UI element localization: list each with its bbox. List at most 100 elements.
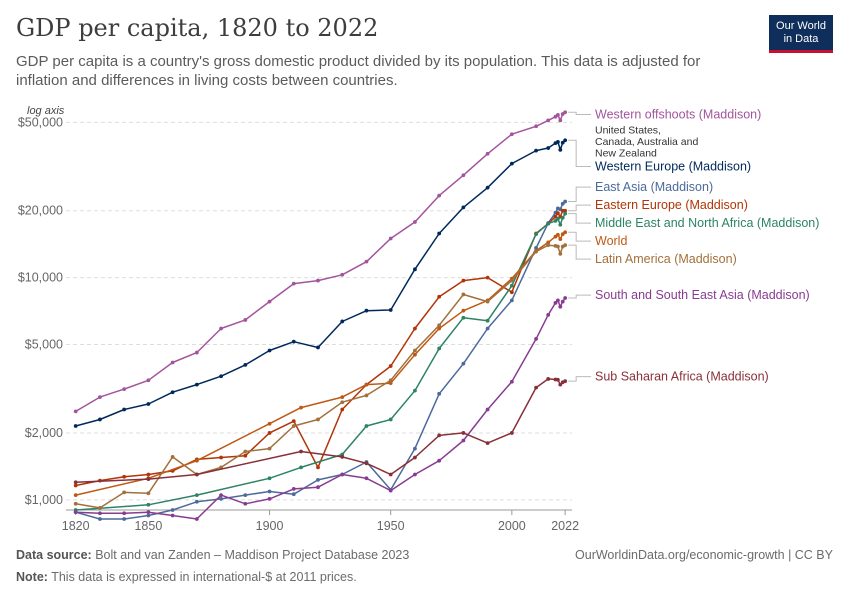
data-point (291, 486, 296, 491)
data-point (340, 319, 345, 324)
data-point (146, 402, 151, 406)
data-point (194, 472, 199, 477)
data-point (122, 407, 127, 412)
data-point (534, 336, 538, 341)
series-label[interactable]: Middle East and North Africa (Maddison) (595, 216, 819, 230)
data-point (219, 493, 223, 498)
data-point (73, 480, 78, 485)
chart-note: Note: This data is expressed in internat… (16, 570, 357, 584)
data-point (243, 501, 248, 506)
series-line (75, 213, 566, 511)
data-point (219, 374, 223, 379)
data-point (388, 488, 393, 493)
series-line (75, 297, 566, 520)
series-line (75, 111, 566, 413)
data-point (73, 493, 78, 498)
source-label: Data source: (16, 548, 92, 562)
series-label[interactable]: Eastern Europe (Maddison) (595, 198, 748, 212)
data-point (555, 232, 560, 237)
data-point (534, 232, 538, 237)
data-point (267, 299, 272, 304)
data-point (558, 118, 563, 123)
data-point (509, 379, 514, 384)
label-connector (568, 294, 591, 299)
data-point (194, 382, 199, 387)
series-label[interactable]: Western Europe (Maddison) (595, 160, 751, 174)
data-point (388, 308, 393, 312)
data-point (413, 326, 417, 331)
data-point (485, 299, 490, 304)
x-tick-label: 1850 (134, 519, 162, 533)
y-tick-label: $2,000 (25, 426, 63, 440)
data-point (560, 201, 565, 206)
data-point (563, 243, 568, 248)
data-point (509, 290, 514, 295)
series-label[interactable]: South and South East Asia (Maddison) (595, 288, 810, 302)
data-point (291, 419, 296, 424)
series-line (75, 231, 566, 496)
data-point (219, 496, 223, 501)
note-text: This data is expressed in international-… (51, 570, 357, 584)
data-point (299, 465, 303, 470)
data-point (388, 364, 393, 368)
data-point (299, 449, 303, 454)
data-point (563, 379, 568, 384)
log-axis-note: log axis (27, 105, 65, 117)
data-point (555, 211, 560, 216)
data-point (555, 244, 560, 249)
data-point (485, 318, 490, 323)
data-point (558, 251, 563, 256)
data-point (364, 382, 369, 387)
data-point (340, 407, 345, 412)
data-point (267, 431, 272, 435)
data-point (413, 446, 417, 451)
data-point (546, 243, 551, 248)
series-label[interactable]: World (595, 234, 627, 248)
x-tick-label: 2000 (498, 519, 526, 533)
data-point (509, 298, 514, 303)
data-point (413, 348, 417, 353)
data-point (413, 388, 417, 393)
series-line (75, 244, 566, 509)
data-point (413, 220, 417, 224)
data-point (267, 476, 272, 481)
data-point (437, 193, 442, 198)
series-label[interactable]: Latin America (Maddison) (595, 252, 737, 266)
source-text[interactable]: Bolt and van Zanden – Maddison Project D… (95, 548, 410, 562)
y-tick-label: $50,000 (18, 115, 63, 129)
label-connector (568, 231, 591, 242)
series-label[interactable]: Western offshoots (Maddison) (595, 108, 761, 122)
data-point (437, 294, 442, 299)
data-point (122, 387, 127, 392)
data-point (437, 458, 442, 463)
data-point (146, 378, 151, 383)
data-point (437, 346, 442, 351)
data-point (546, 118, 551, 123)
data-point (563, 138, 568, 143)
label-connector (568, 376, 591, 382)
data-point (243, 449, 248, 454)
data-point (73, 409, 78, 414)
data-point (555, 298, 560, 303)
data-point (413, 472, 417, 477)
credit-link[interactable]: OurWorldinData.org/economic-growth | CC … (575, 548, 833, 562)
series-line (75, 139, 566, 427)
label-connector (568, 213, 591, 224)
data-point (170, 513, 175, 518)
y-tick-label: $10,000 (18, 271, 63, 285)
data-point (509, 161, 514, 166)
label-connector (568, 139, 591, 168)
data-point (219, 326, 223, 331)
data-point (170, 360, 175, 365)
data-point (555, 140, 560, 144)
data-point (563, 296, 568, 300)
series-label[interactable]: East Asia (Maddison) (595, 180, 713, 194)
series-label[interactable]: Sub Saharan Africa (Maddison) (595, 370, 769, 384)
data-point (546, 221, 551, 226)
owid-logo[interactable]: Our World in Data (769, 15, 833, 53)
data-point (461, 308, 466, 313)
data-point (340, 400, 345, 405)
data-point (194, 458, 199, 463)
data-point (219, 455, 223, 460)
